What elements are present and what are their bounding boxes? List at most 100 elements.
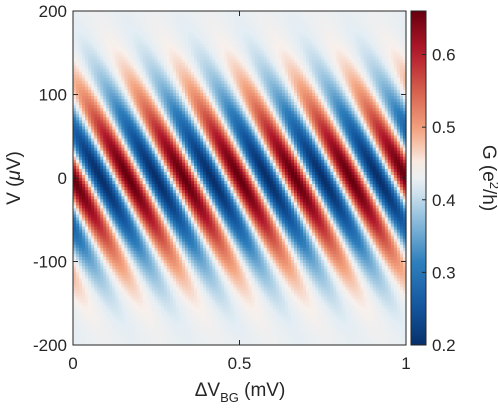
heatmap-cell [157, 114, 162, 118]
heatmap-cell [151, 220, 156, 225]
heatmap-cell [76, 71, 80, 76]
heatmap-cell [94, 229, 98, 234]
heatmap-cell [85, 229, 89, 234]
heatmap-cell [154, 338, 159, 343]
heatmap-cell [115, 235, 120, 240]
heatmap-cell [136, 102, 141, 106]
heatmap-cell [85, 256, 89, 261]
heatmap-cell [136, 299, 141, 304]
heatmap-cell [133, 341, 138, 346]
heatmap-cell [91, 11, 95, 15]
heatmap-cell [103, 126, 107, 131]
heatmap-cell [73, 266, 77, 270]
heatmap-cell [76, 80, 80, 85]
heatmap-cell [145, 190, 150, 194]
heatmap-cell [130, 135, 135, 140]
heatmap-cell [91, 114, 95, 118]
heatmap-cell [145, 241, 150, 246]
heatmap-cell [73, 144, 77, 149]
heatmap-cell [142, 232, 147, 237]
heatmap-cell [139, 208, 144, 212]
heatmap-cell [91, 244, 95, 249]
heatmap-cell [88, 144, 92, 149]
heatmap-cell [115, 156, 120, 161]
heatmap-cell [97, 144, 101, 149]
heatmap-cell [121, 168, 126, 173]
heatmap-cell [109, 253, 113, 258]
heatmap-cell [121, 314, 126, 319]
heatmap-cell [127, 159, 132, 164]
heatmap-cell [160, 323, 165, 328]
heatmap-cell [109, 41, 113, 45]
heatmap-cell [109, 111, 113, 115]
heatmap-cell [151, 266, 156, 270]
heatmap-cell [109, 323, 113, 328]
heatmap-cell [121, 259, 126, 264]
heatmap-cell [145, 232, 150, 237]
heatmap-cell [145, 199, 150, 203]
heatmap-cell [115, 62, 120, 67]
heatmap-cell [148, 256, 153, 261]
heatmap-cell [157, 329, 162, 334]
heatmap-cell [94, 184, 98, 188]
heatmap-cell [154, 247, 159, 252]
heatmap-cell [94, 38, 98, 42]
heatmap-cell [112, 129, 116, 134]
heatmap-cell [88, 320, 92, 325]
heatmap-cell [145, 332, 150, 337]
heatmap-cell [115, 229, 120, 234]
heatmap-cell [136, 171, 141, 176]
heatmap-cell [79, 272, 83, 276]
heatmap-cell [139, 223, 144, 228]
heatmap-cell [76, 147, 80, 152]
heatmap-cell [76, 89, 80, 94]
heatmap-cell [112, 341, 116, 346]
heatmap-cell [148, 229, 153, 234]
heatmap-cell [88, 120, 92, 124]
heatmap-cell [115, 272, 120, 276]
heatmap-cell [94, 165, 98, 170]
heatmap-cell [139, 165, 144, 170]
heatmap-cell [103, 141, 107, 146]
heatmap-cell [100, 32, 104, 36]
heatmap-cell [148, 184, 153, 188]
heatmap-cell [151, 159, 156, 164]
heatmap-cell [112, 308, 116, 313]
heatmap-cell [91, 159, 95, 164]
heatmap-cell [88, 11, 92, 15]
heatmap-cell [82, 153, 86, 158]
heatmap-cell [109, 23, 113, 27]
heatmap-cell [73, 41, 77, 45]
heatmap-cell [127, 184, 132, 188]
heatmap-cell [73, 126, 77, 131]
heatmap-cell [124, 92, 129, 97]
heatmap-cell [142, 199, 147, 203]
heatmap-cell [91, 256, 95, 261]
heatmap-cell [118, 132, 123, 137]
heatmap-cell [166, 89, 171, 94]
heatmap-cell [79, 59, 83, 64]
heatmap-cell [106, 65, 110, 70]
heatmap-cell [106, 253, 110, 258]
heatmap-cell [88, 323, 92, 328]
heatmap-cell [124, 305, 129, 310]
heatmap-cell [88, 263, 92, 267]
heatmap-cell [79, 132, 83, 137]
heatmap-cell [91, 308, 95, 313]
heatmap-cell [136, 311, 141, 316]
heatmap-cell [97, 220, 101, 225]
heatmap-cell [109, 144, 113, 149]
heatmap-cell [106, 281, 110, 285]
heatmap-cell [94, 302, 98, 307]
heatmap-cell [130, 65, 135, 70]
heatmap-cell [151, 132, 156, 137]
heatmap-cell [106, 293, 110, 298]
heatmap-cell [76, 38, 80, 42]
heatmap-cell [136, 71, 141, 76]
heatmap-cell [79, 326, 83, 331]
heatmap-cell [166, 156, 171, 161]
heatmap-cell [97, 96, 101, 100]
heatmap-cell [118, 29, 123, 33]
heatmap-cell [157, 199, 162, 203]
heatmap-cell [109, 32, 113, 36]
